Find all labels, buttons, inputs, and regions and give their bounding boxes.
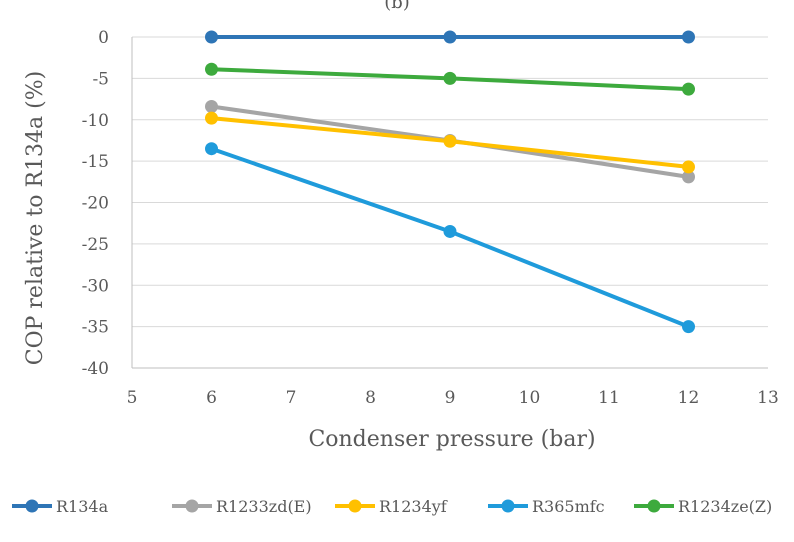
data-point-r1233zd-e	[682, 170, 695, 184]
x-axis-title: Condenser pressure (bar)	[308, 427, 595, 452]
legend-marker-r1234ze-z	[647, 499, 661, 513]
axes	[131, 37, 768, 369]
legend-label-r1234yf: R1234yf	[379, 497, 448, 516]
x-tick-label: 6	[206, 388, 217, 408]
data-point-r134a	[443, 30, 457, 44]
y-tick-label: 0	[98, 28, 109, 48]
chart-top-label: (b)	[384, 0, 410, 13]
data-point-r365mfc	[443, 224, 457, 238]
x-tick-label: 5	[127, 388, 138, 408]
data-point-r1234ze-z	[205, 62, 218, 76]
legend-label-r1233zd-e: R1233zd(E)	[216, 497, 312, 516]
x-tick-label: 10	[519, 388, 541, 408]
x-tick-label: 8	[365, 388, 376, 408]
y-tick-label: -40	[82, 359, 109, 379]
y-axis-title: COP relative to R134a (%)	[23, 71, 48, 366]
data-point-r1234ze-z	[682, 82, 695, 96]
legend-marker-r1234yf	[348, 499, 362, 513]
y-tick-label: -5	[92, 69, 109, 89]
x-tick-label: 7	[286, 388, 297, 408]
x-tick-label: 11	[598, 388, 620, 408]
legend-label-r365mfc: R365mfc	[532, 497, 605, 516]
legend-label-r1234ze-z: R1234ze(Z)	[678, 497, 772, 516]
legend: R134a R1233zd(E) R1234yf R365mfc R1234ze(Z)	[12, 497, 772, 516]
legend-marker-r365mfc	[501, 499, 515, 513]
data-point-r1233zd-e	[205, 100, 218, 114]
series-points	[205, 30, 695, 334]
data-point-r134a	[205, 30, 218, 44]
y-tick-label: -25	[82, 235, 109, 255]
y-tick-label: -35	[82, 318, 109, 338]
data-point-r134a	[682, 30, 695, 44]
data-point-r1234yf	[205, 111, 218, 125]
y-tick-labels: 0 -5 -10 -15 -20 -25 -30 -35 -40	[82, 28, 109, 379]
data-point-r365mfc	[205, 142, 218, 156]
legend-label-r134a: R134a	[56, 497, 109, 516]
x-tick-labels: 5 6 7 8 9 10 11 12 13	[127, 388, 779, 408]
legend-marker-r1233zd-e	[185, 499, 199, 513]
data-point-r1234yf	[443, 134, 457, 148]
legend-marker-r134a	[25, 499, 39, 513]
x-tick-label: 12	[678, 388, 700, 408]
data-point-r1234yf	[682, 160, 695, 174]
y-tick-label: -10	[82, 111, 109, 131]
x-tick-label: 9	[445, 388, 456, 408]
x-tick-label: 13	[757, 388, 779, 408]
y-tick-label: -30	[82, 276, 109, 296]
data-point-r365mfc	[682, 320, 695, 334]
y-tick-label: -15	[82, 152, 109, 172]
data-point-r1234ze-z	[443, 71, 457, 85]
y-tick-label: -20	[82, 194, 109, 214]
